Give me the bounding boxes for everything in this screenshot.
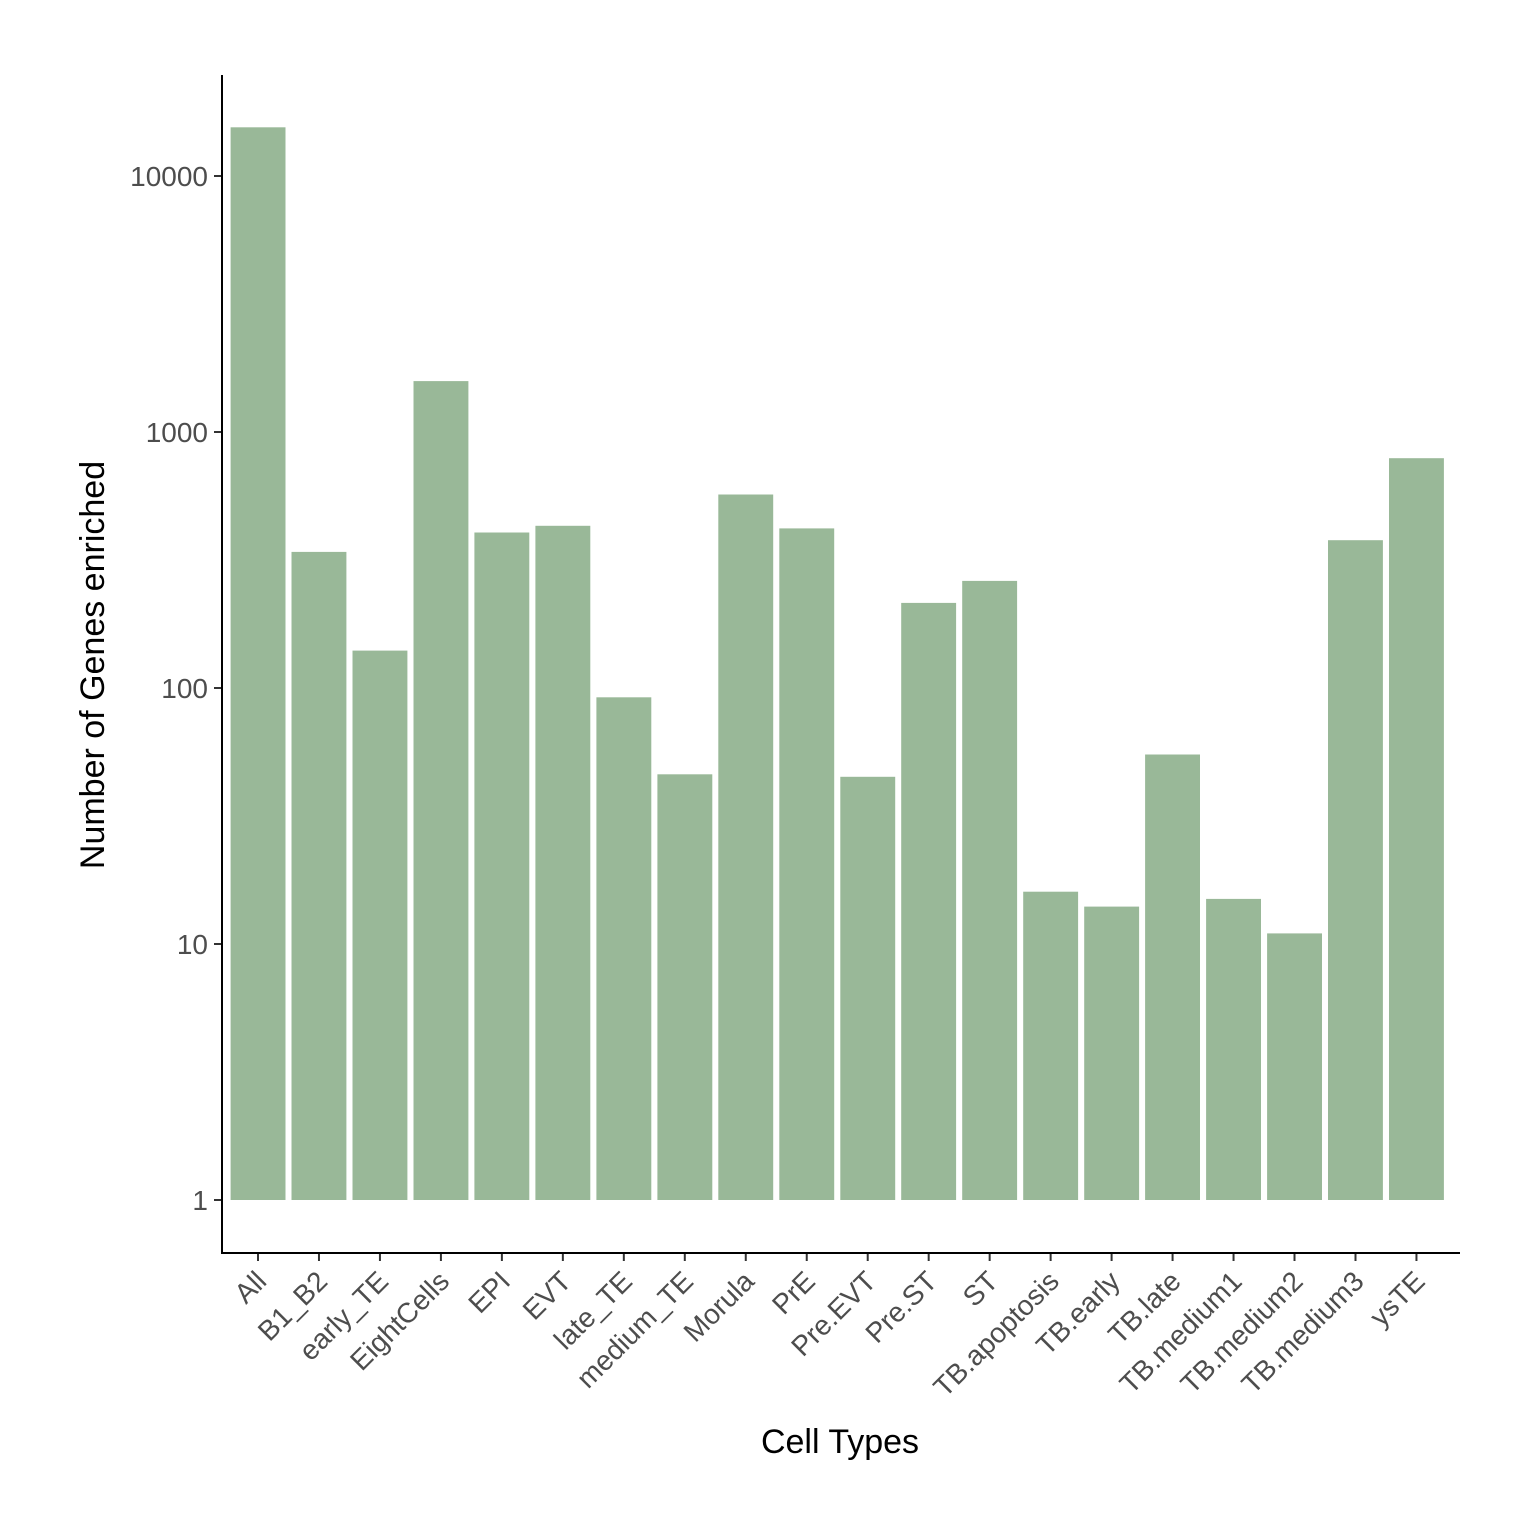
- bar-tb-medium3: [1328, 540, 1383, 1200]
- bar-b1-b2: [291, 551, 347, 1200]
- bar-evt: [535, 525, 591, 1200]
- y-tick-label: 10000: [130, 161, 208, 192]
- x-tick-label-epi: EPI: [462, 1265, 516, 1319]
- bar-eightcells: [413, 381, 469, 1201]
- bar-morula: [718, 494, 774, 1200]
- bar-pre-st: [901, 602, 957, 1200]
- y-axis: 1 10 100 1000 10000: [130, 75, 223, 1254]
- bar-tb-medium1: [1206, 898, 1261, 1200]
- y-axis-title: Number of Genes enriched: [74, 461, 112, 869]
- y-tick-label: 10: [177, 929, 208, 960]
- x-tick-label-st: ST: [957, 1265, 1004, 1312]
- bar-pre: [779, 528, 835, 1200]
- x-tick-label-morula: Morula: [678, 1265, 761, 1348]
- bars-layer: [230, 127, 1444, 1201]
- x-tick-label-yste: ysTE: [1364, 1265, 1431, 1332]
- bar-tb-apoptosis: [1023, 891, 1079, 1200]
- y-tick-label: 1000: [146, 417, 208, 448]
- bar-all: [230, 127, 286, 1200]
- y-tick-label: 100: [161, 673, 208, 704]
- bar-tb-late: [1145, 754, 1200, 1200]
- bar-early-te: [352, 650, 408, 1200]
- bar-pre-evt: [840, 776, 896, 1200]
- bar-tb-early: [1084, 906, 1140, 1200]
- x-axis-title: Cell Types: [761, 1423, 919, 1461]
- y-tick-label: 1: [192, 1185, 208, 1216]
- bar-tb-medium2: [1267, 933, 1322, 1200]
- bar-epi: [474, 532, 530, 1200]
- x-tick-label-all: All: [228, 1265, 272, 1309]
- bar-st: [962, 580, 1018, 1200]
- bar-yste: [1389, 458, 1444, 1200]
- bar-late-te: [596, 697, 652, 1200]
- bar-medium-te: [657, 774, 713, 1200]
